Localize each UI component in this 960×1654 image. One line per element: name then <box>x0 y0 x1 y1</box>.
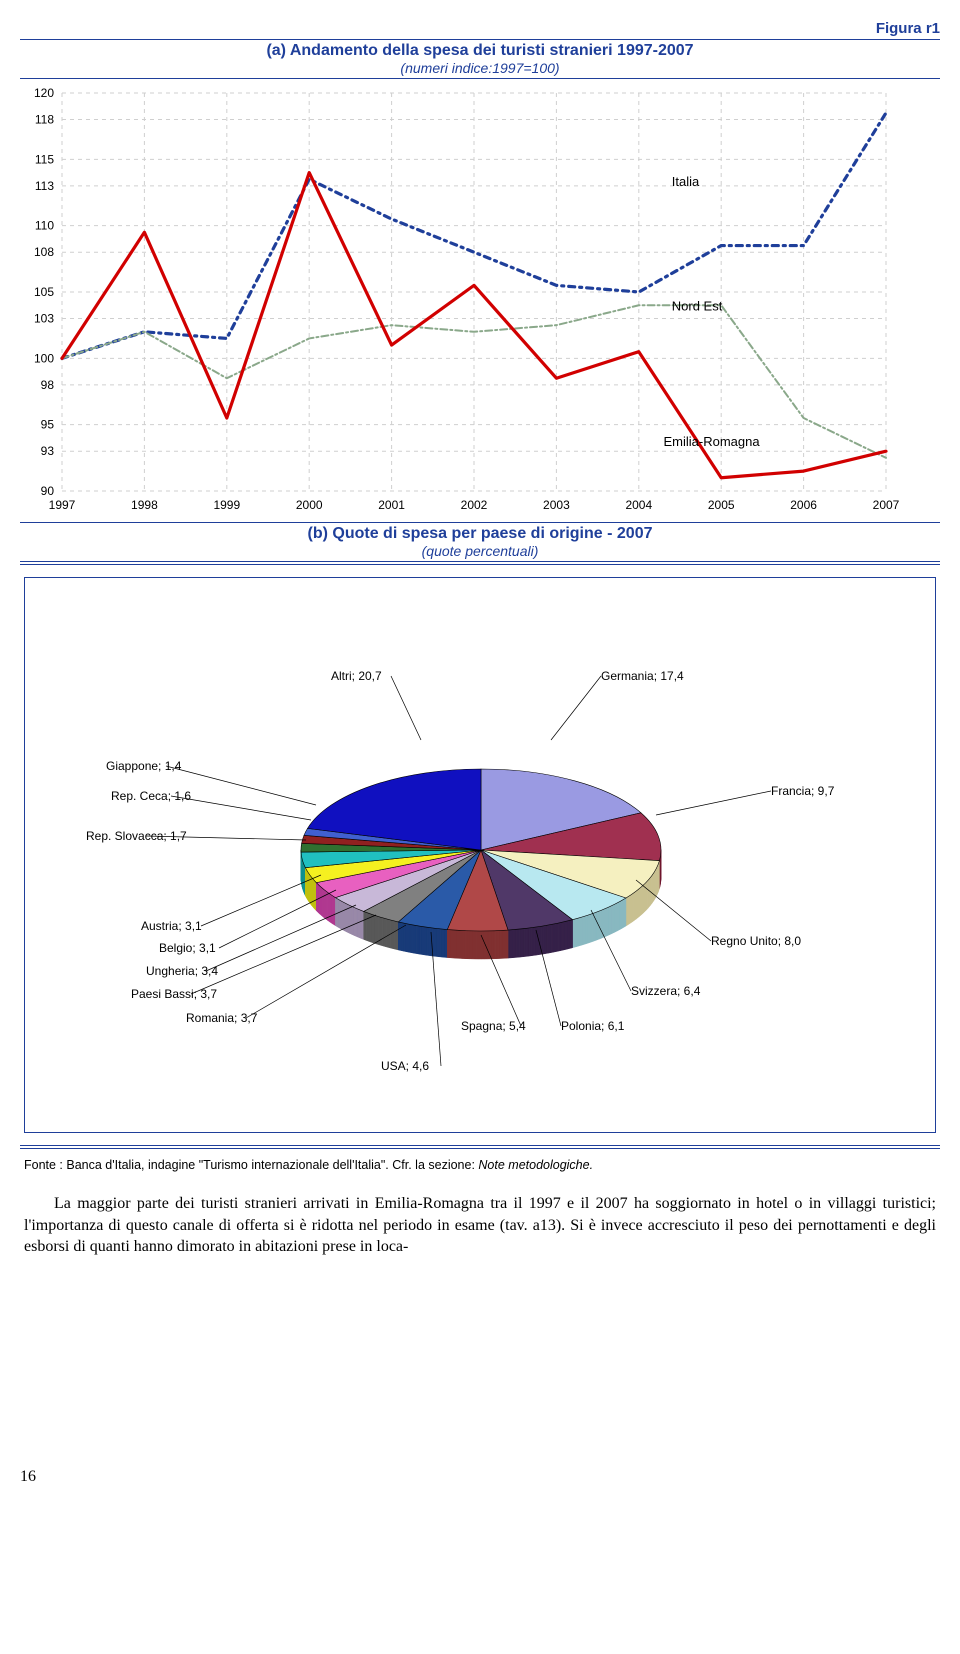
svg-text:2007: 2007 <box>873 498 900 512</box>
svg-text:Paesi Bassi; 3,7: Paesi Bassi; 3,7 <box>131 987 217 1001</box>
svg-text:Italia: Italia <box>672 174 700 189</box>
page-number: 16 <box>20 1468 940 1486</box>
svg-text:Spagna; 5,4: Spagna; 5,4 <box>461 1019 526 1033</box>
rule <box>20 39 940 40</box>
svg-text:2005: 2005 <box>708 498 735 512</box>
rule <box>20 1148 940 1149</box>
figure-container: Figura r1 (a) Andamento della spesa dei … <box>20 20 940 1486</box>
svg-text:2006: 2006 <box>790 498 817 512</box>
svg-text:Rep. Slovacca; 1,7: Rep. Slovacca; 1,7 <box>86 829 187 843</box>
source-note: Fonte : Banca d'Italia, indagine "Turism… <box>24 1157 936 1173</box>
svg-text:2000: 2000 <box>296 498 323 512</box>
chart-a-title: (a) Andamento della spesa dei turisti st… <box>20 42 940 60</box>
svg-text:Germania; 17,4: Germania; 17,4 <box>601 669 684 683</box>
svg-text:1999: 1999 <box>213 498 240 512</box>
svg-text:93: 93 <box>41 444 55 458</box>
svg-text:2003: 2003 <box>543 498 570 512</box>
svg-text:Svizzera; 6,4: Svizzera; 6,4 <box>631 984 701 998</box>
svg-text:110: 110 <box>35 219 54 233</box>
svg-text:105: 105 <box>34 285 54 299</box>
svg-text:90: 90 <box>41 484 55 498</box>
body-paragraph: La maggior parte dei turisti stranieri a… <box>24 1193 936 1258</box>
svg-text:Romania; 3,7: Romania; 3,7 <box>186 1011 258 1025</box>
svg-text:USA; 4,6: USA; 4,6 <box>381 1059 429 1073</box>
rule <box>20 78 940 79</box>
svg-text:Francia; 9,7: Francia; 9,7 <box>771 784 835 798</box>
svg-text:Ungheria; 3,4: Ungheria; 3,4 <box>146 964 218 978</box>
figure-label: Figura r1 <box>20 20 940 37</box>
svg-text:115: 115 <box>35 152 54 166</box>
chart-b-subtitle: (quote percentuali) <box>20 543 940 559</box>
pie-chart: Altri; 20,7 Germania; 17,4 Giappone; 1,4 Re… <box>24 577 936 1133</box>
svg-text:120: 120 <box>34 86 54 100</box>
svg-text:100: 100 <box>34 351 54 365</box>
svg-text:Giappone; 1,4: Giappone; 1,4 <box>106 759 182 773</box>
svg-text:Altri; 20,7: Altri; 20,7 <box>331 669 382 683</box>
svg-text:2004: 2004 <box>625 498 652 512</box>
svg-text:Austria; 3,1: Austria; 3,1 <box>141 919 202 933</box>
rule <box>20 522 940 523</box>
chart-a-subtitle: (numeri indice:1997=100) <box>20 60 940 76</box>
source-text: Fonte : Banca d'Italia, indagine "Turism… <box>24 1158 478 1172</box>
svg-text:2001: 2001 <box>378 498 405 512</box>
svg-text:Nord Est: Nord Est <box>672 299 723 314</box>
rule <box>20 1145 940 1146</box>
svg-text:95: 95 <box>41 418 55 432</box>
svg-text:Belgio; 3,1: Belgio; 3,1 <box>159 941 216 955</box>
source-italic: Note metodologiche. <box>478 1158 593 1172</box>
svg-text:Regno Unito; 8,0: Regno Unito; 8,0 <box>711 934 801 948</box>
chart-b-title: (b) Quote di spesa per paese di origine … <box>20 525 940 543</box>
line-chart: 90 93 95 98 100 103 105 108 110 113 115 118 120 1997 1… <box>20 85 940 520</box>
svg-text:113: 113 <box>35 179 54 193</box>
svg-text:Emilia-Romagna: Emilia-Romagna <box>664 434 761 449</box>
svg-text:118: 118 <box>35 113 54 127</box>
svg-text:1997: 1997 <box>49 498 76 512</box>
svg-text:Rep. Ceca; 1,6: Rep. Ceca; 1,6 <box>111 789 191 803</box>
svg-text:103: 103 <box>34 312 54 326</box>
svg-text:2002: 2002 <box>461 498 488 512</box>
line-chart-svg: 90 93 95 98 100 103 105 108 110 113 115 118 120 1997 1… <box>20 85 900 515</box>
svg-text:1998: 1998 <box>131 498 158 512</box>
rule <box>20 564 940 565</box>
svg-text:98: 98 <box>41 378 55 392</box>
rule <box>20 561 940 562</box>
svg-text:108: 108 <box>34 245 54 259</box>
svg-text:Polonia; 6,1: Polonia; 6,1 <box>561 1019 625 1033</box>
pie-chart-svg: Altri; 20,7 Germania; 17,4 Giappone; 1,4 Re… <box>31 590 931 1120</box>
